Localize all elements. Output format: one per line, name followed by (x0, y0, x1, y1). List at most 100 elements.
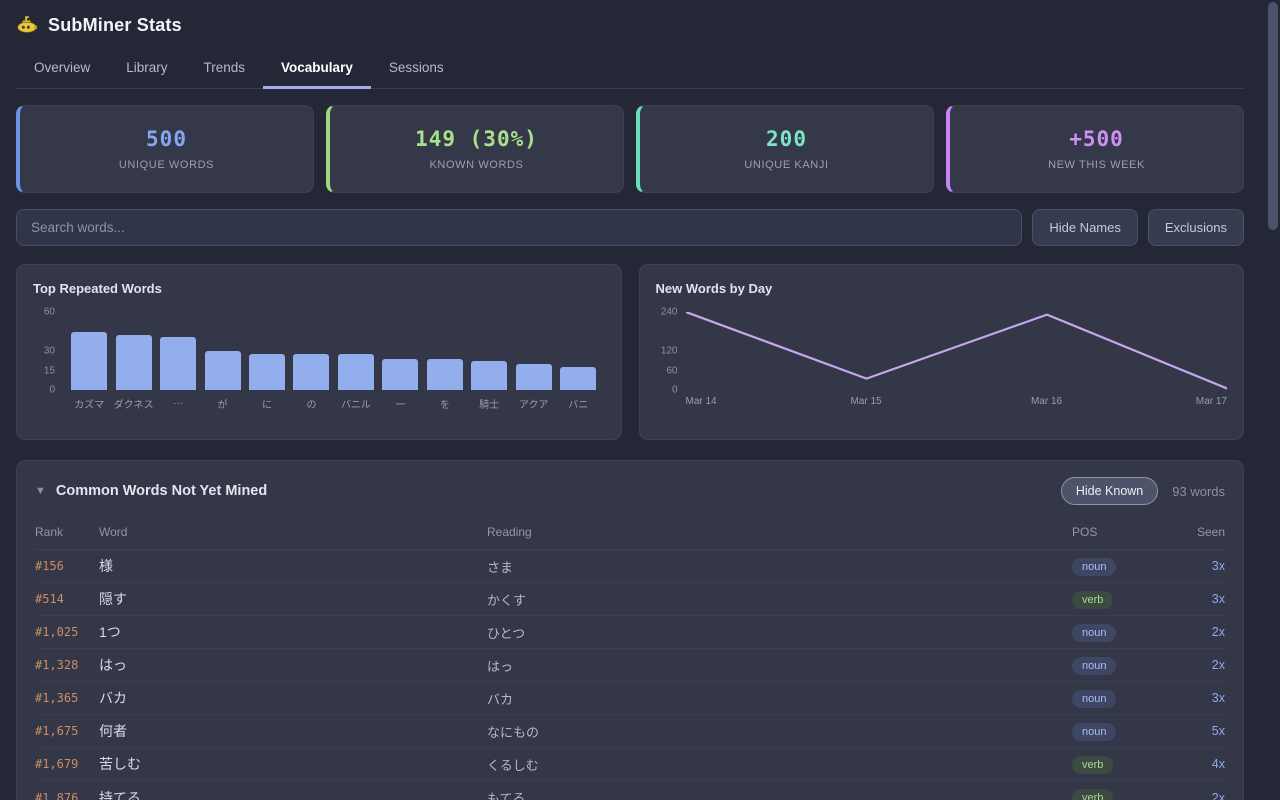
bar-column (467, 312, 511, 390)
bar-chart-x-labels: カズマ ダクネス … が に の バニル 一 を 騎士 アクア バニ (63, 396, 605, 411)
rank-cell: #1,365 (35, 691, 79, 705)
line-chart-body: 240 120 60 0 Mar 14 Mar 15 Mar 16 Mar 17 (656, 307, 1227, 410)
bar-label: カズマ (74, 400, 105, 411)
table-header-row: Rank Word Reading POS Seen (35, 519, 1225, 550)
word-cell: 苦しむ (99, 756, 141, 772)
collapse-triangle-icon[interactable]: ▼ (35, 485, 46, 497)
bar (382, 358, 419, 390)
tab-vocabulary[interactable]: Vocabulary (263, 48, 371, 89)
stat-label: NEW THIS WEEK (1048, 159, 1145, 171)
pos-badge: noun (1072, 689, 1117, 708)
y-axis-tick: 120 (660, 345, 678, 357)
line-chart-title: New Words by Day (655, 281, 773, 296)
table-body: #156 様 さま noun 3x #514 隠す かくす verb 3x #1,025 1つ ひとつ n… (35, 550, 1225, 800)
pos-cell: verb (1072, 788, 1167, 800)
column-header-pos: POS (1072, 525, 1098, 539)
bar-label: バニル (340, 400, 371, 411)
table-row[interactable]: #1,328 はっ はっ noun 2x (35, 649, 1225, 682)
table-row[interactable]: #1,675 何者 なにもの noun 5x (35, 715, 1225, 748)
stat-value: 500 (146, 127, 187, 151)
column-header-word: Word (99, 525, 128, 539)
bar-label: の (306, 400, 317, 411)
table-row[interactable]: #1,679 苦しむ くるしむ verb 4x (35, 748, 1225, 781)
reading-cell: もてる (487, 791, 526, 800)
seen-cell: 3x (1211, 559, 1225, 573)
y-axis-tick: 0 (671, 384, 678, 396)
bar (515, 364, 552, 390)
bar-chart-plot (63, 312, 605, 390)
bar-column (423, 312, 467, 390)
pos-cell: noun (1072, 656, 1167, 675)
bar-label: バニ (568, 400, 589, 411)
word-cell: はっ (99, 657, 127, 673)
search-input[interactable] (16, 209, 1023, 246)
stat-value: 200 (766, 127, 807, 151)
seen-cell: 4x (1211, 757, 1225, 771)
reading-cell: はっ (487, 658, 514, 674)
app-title: SubMiner Stats (48, 14, 182, 35)
bar-column (111, 312, 155, 390)
stat-label: KNOWN WORDS (429, 159, 524, 171)
rank-cell: #1,675 (35, 724, 79, 738)
bar-label: アクア (519, 400, 549, 411)
bar-column (289, 312, 333, 390)
column-header-rank: Rank (35, 525, 64, 539)
stat-card-unique-words: 500 UNIQUE WORDS (16, 105, 314, 193)
reading-cell: くるしむ (487, 757, 539, 773)
column-header-reading: Reading (487, 525, 532, 539)
line-x-label: Mar 17 (1195, 396, 1227, 407)
table-row[interactable]: #156 様 さま noun 3x (35, 550, 1225, 583)
tab-bar: Overview Library Trends Vocabulary Sessions (16, 48, 1244, 89)
y-axis-tick: 240 (660, 306, 678, 318)
charts-row: Top Repeated Words 60 30 15 0 カズマ ダクネス … が に の バニ… (16, 264, 1244, 440)
app-header: SubMiner Stats (16, 0, 1244, 36)
stats-grid: 500 UNIQUE WORDS 149 (30%) KNOWN WORDS 200 UN… (16, 105, 1244, 193)
stat-card-new-this-week: +500 NEW THIS WEEK (946, 105, 1244, 193)
bar-column (156, 312, 200, 390)
bar-column (67, 312, 111, 390)
table-row[interactable]: #514 隠す かくす verb 3x (35, 583, 1225, 616)
common-words-section: ▼ Common Words Not Yet Mined Hide Known … (16, 460, 1244, 800)
y-axis-tick: 0 (49, 384, 55, 396)
line-x-label: Mar 16 (1030, 396, 1063, 407)
bar-column (512, 312, 556, 390)
line-x-label: Mar 15 (850, 396, 882, 407)
pos-badge: verb (1072, 789, 1114, 800)
bar-label: 一 (395, 400, 406, 411)
seen-cell: 2x (1211, 625, 1225, 639)
table-row[interactable]: #1,025 1つ ひとつ noun 2x (35, 616, 1225, 649)
bar-column (245, 312, 289, 390)
pos-badge: verb (1072, 755, 1114, 774)
stat-value: +500 (1069, 127, 1124, 151)
exclusions-button[interactable]: Exclusions (1147, 209, 1244, 246)
stat-label: UNIQUE WORDS (118, 159, 215, 171)
rank-cell: #1,679 (35, 757, 79, 771)
scrollbar-thumb[interactable] (1268, 2, 1278, 230)
tab-sessions[interactable]: Sessions (388, 60, 444, 75)
table-row[interactable]: #1,365 バカ バカ noun 3x (35, 682, 1225, 715)
hide-known-button[interactable]: Hide Known (1060, 477, 1159, 505)
scrollbar (1268, 0, 1278, 800)
tab-overview[interactable]: Overview (34, 60, 91, 75)
reading-cell: かくす (487, 592, 527, 608)
pos-badge: noun (1072, 656, 1117, 675)
seen-cell: 2x (1211, 790, 1225, 800)
hide-names-button[interactable]: Hide Names (1032, 209, 1138, 246)
rank-cell: #1,328 (35, 658, 79, 672)
table-row[interactable]: #1,876 持てる もてる verb 2x (35, 781, 1225, 800)
word-cell: 持てる (99, 789, 141, 800)
bar-label: … (173, 396, 184, 407)
tab-library[interactable]: Library (126, 60, 168, 75)
table-head: ▼ Common Words Not Yet Mined Hide Known … (35, 461, 1225, 519)
pos-badge: verb (1072, 590, 1114, 609)
bar (471, 361, 508, 390)
pos-cell: noun (1072, 623, 1167, 642)
stat-label: UNIQUE KANJI (744, 159, 829, 171)
bar-chart-card: Top Repeated Words 60 30 15 0 カズマ ダクネス … が に の バニ… (16, 264, 622, 440)
submarine-icon (16, 14, 38, 36)
line-chart-card: New Words by Day 240 120 60 0 Mar 14 Mar 15 M… (638, 264, 1244, 440)
tab-trends[interactable]: Trends (203, 60, 246, 75)
word-cell: 様 (99, 558, 113, 574)
line-chart-line (685, 312, 1227, 390)
rank-cell: #514 (35, 592, 64, 606)
